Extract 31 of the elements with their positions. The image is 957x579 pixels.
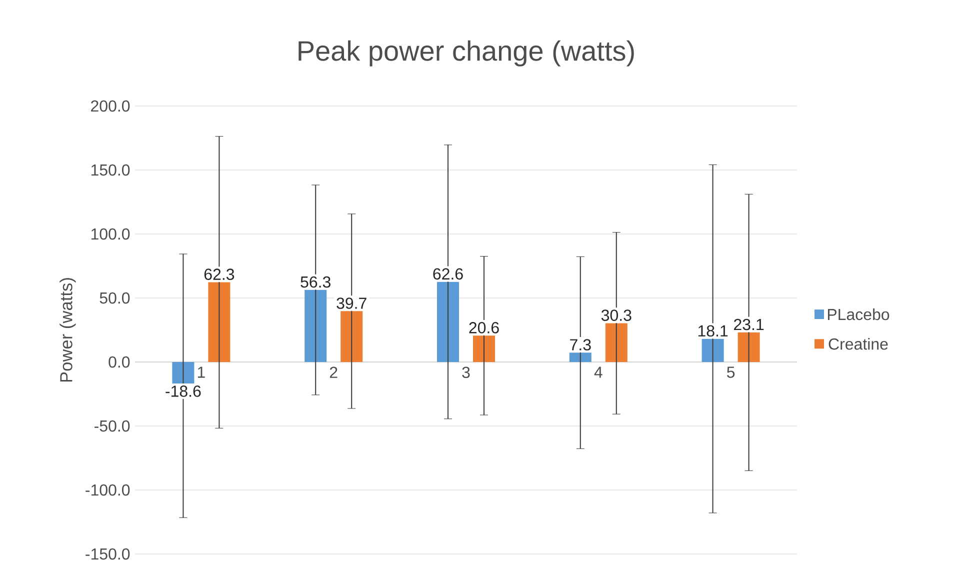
data-label: -18.6 — [166, 386, 201, 397]
y-tick-label: -50.0 — [94, 420, 130, 432]
data-label: 18.1 — [698, 325, 728, 337]
legend-label: PLacebo — [828, 308, 890, 320]
data-label: 62.3 — [204, 268, 234, 280]
y-tick-label: -150.0 — [86, 548, 130, 560]
x-tick-label: 2 — [330, 366, 338, 378]
bar — [208, 282, 230, 362]
y-tick-label: 0.0 — [108, 356, 130, 368]
legend-label: Creatine — [828, 338, 888, 350]
y-tick-label: 50.0 — [100, 292, 130, 304]
bar — [569, 352, 592, 362]
x-tick-label: 1 — [198, 366, 205, 378]
data-label: 23.1 — [734, 318, 764, 330]
data-label: 39.7 — [336, 298, 366, 309]
x-tick-label: 3 — [462, 366, 470, 378]
y-axis-title: Power (watts) — [60, 278, 76, 382]
y-tick-label: -100.0 — [86, 484, 130, 496]
chart-title: Peak power change (watts) — [298, 40, 634, 66]
data-label: 56.3 — [300, 276, 330, 288]
data-label: 7.3 — [570, 339, 591, 350]
x-tick-label: 5 — [727, 366, 735, 378]
data-label: 30.3 — [601, 310, 632, 321]
data-label: 20.6 — [469, 322, 499, 334]
x-tick-label: 4 — [594, 366, 602, 378]
y-tick-label: 200.0 — [91, 100, 130, 112]
y-tick-label: 150.0 — [91, 164, 130, 176]
bar — [605, 323, 628, 362]
bar — [473, 336, 496, 362]
data-label: 62.6 — [433, 268, 463, 280]
y-tick-label: 100.0 — [91, 228, 130, 240]
